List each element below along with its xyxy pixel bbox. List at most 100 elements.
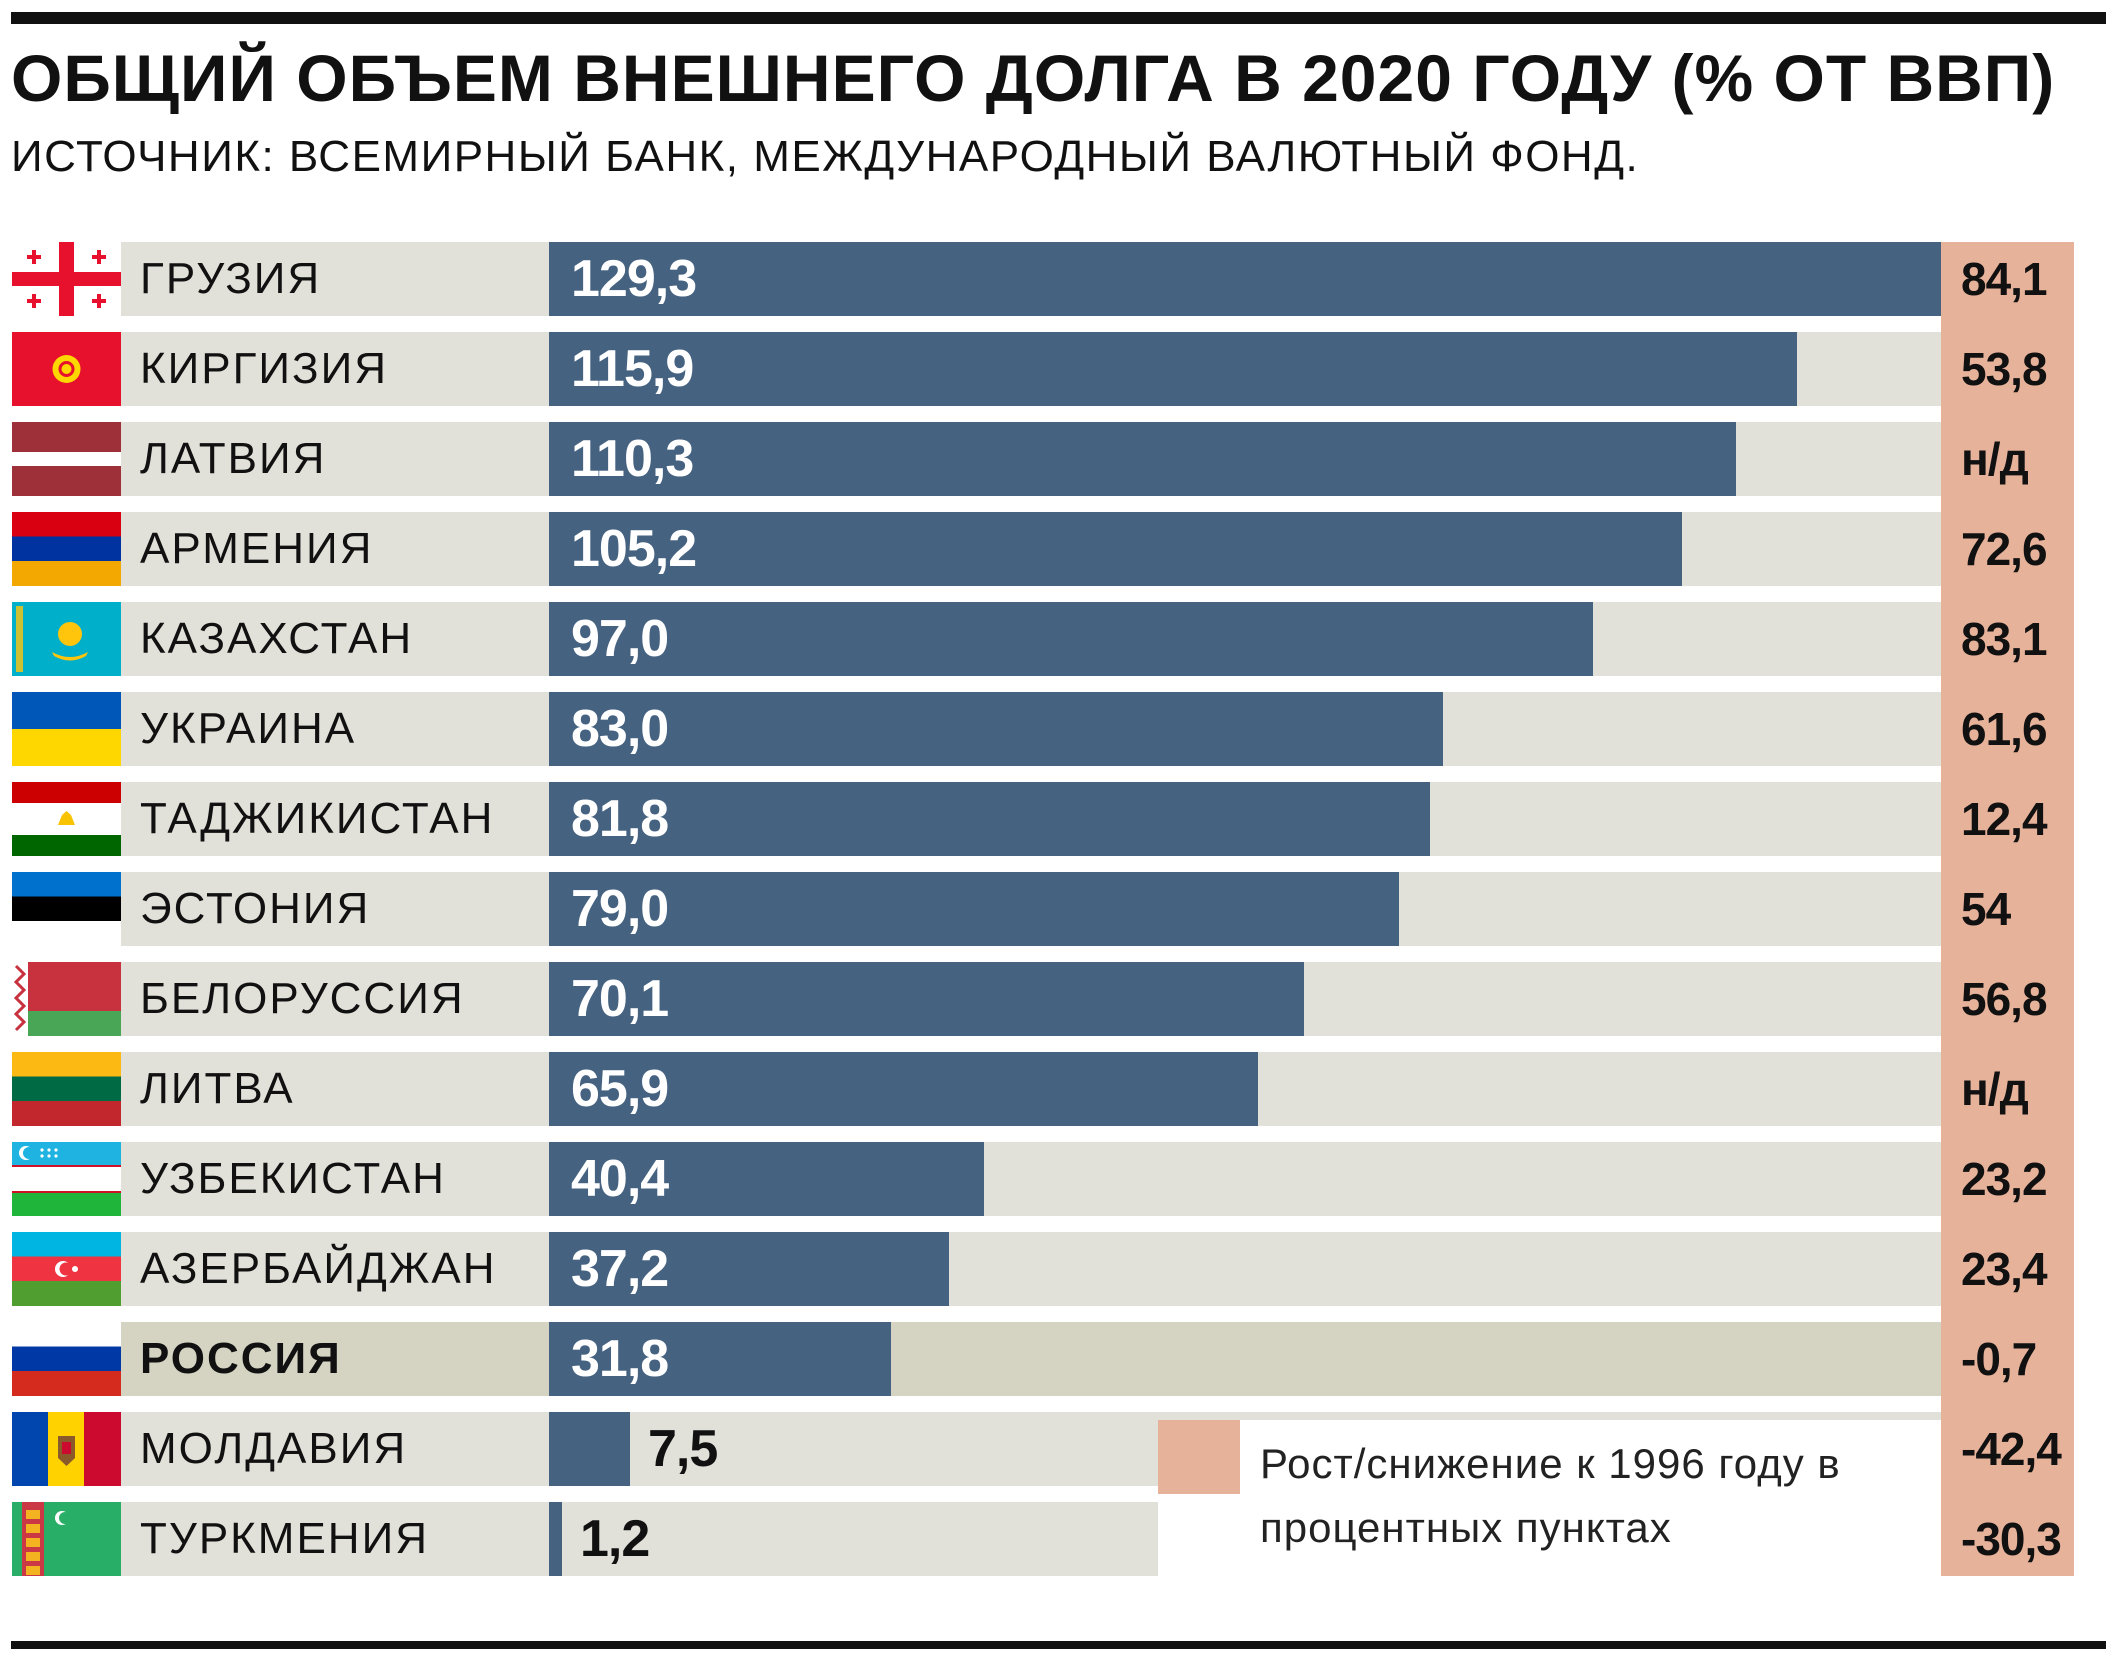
change-value-label: 12,4: [1961, 793, 2048, 845]
bar: [549, 422, 1736, 496]
country-label: АЗЕРБАЙДЖАН: [140, 1244, 497, 1293]
latvia-flag: [12, 422, 121, 496]
chart-row: ЭСТОНИЯ 79,0 54: [0, 872, 2118, 946]
bar-value-label: 105,2: [571, 520, 697, 578]
bar-value-label: 115,9: [571, 340, 694, 398]
country-label: ГРУЗИЯ: [140, 254, 322, 303]
country-label: ЛАТВИЯ: [140, 434, 327, 483]
country-label-background: [121, 1052, 549, 1126]
country-label-background: [121, 782, 549, 856]
bar: [549, 962, 1304, 1036]
chart-row: ТАДЖИКИСТАН 81,8 12,4: [0, 782, 2118, 856]
country-label-background: [121, 962, 549, 1036]
lithuania-flag: [12, 1052, 121, 1126]
country-label-background: [121, 1412, 549, 1486]
chart-row: РОССИЯ 31,8 -0,7: [0, 1322, 2118, 1396]
chart-row: БЕЛОРУССИЯ 70,1 56,8: [0, 962, 2118, 1036]
legend-text: Рост/снижение к 1996 году в процентных п…: [1260, 1440, 1841, 1551]
estonia-flag: [12, 872, 121, 946]
change-value-label: 84,1: [1961, 253, 2048, 305]
country-label: КАЗАХСТАН: [140, 614, 414, 663]
change-value-label: 72,6: [1961, 523, 2048, 575]
bar: [549, 1052, 1258, 1126]
change-value-label: н/д: [1961, 1063, 2029, 1115]
country-label: РОССИЯ: [140, 1334, 342, 1383]
change-value-label: 23,2: [1961, 1153, 2048, 1205]
country-label-background: [121, 242, 549, 316]
russia-flag: [12, 1322, 121, 1396]
change-value-label: 83,1: [1961, 613, 2048, 665]
country-label: УЗБЕКИСТАН: [140, 1154, 446, 1203]
country-label: ЭСТОНИЯ: [140, 884, 371, 933]
country-label-background: [121, 1322, 549, 1396]
bar-value-label: 31,8: [571, 1330, 669, 1388]
kazakhstan-flag: [12, 602, 121, 676]
bar-value-label: 70,1: [571, 970, 669, 1028]
country-label-background: [121, 872, 549, 946]
legend-area: [1158, 1420, 1941, 1642]
country-label: ЛИТВА: [140, 1064, 295, 1113]
change-column: [1941, 242, 2074, 1576]
bar: [549, 872, 1399, 946]
bar: [549, 242, 1941, 316]
azerbaijan-flag: [12, 1232, 121, 1306]
country-label-background: [121, 602, 549, 676]
country-label: БЕЛОРУССИЯ: [140, 974, 465, 1023]
country-label: ТУРКМЕНИЯ: [140, 1514, 429, 1563]
change-value-label: 56,8: [1961, 973, 2048, 1025]
country-label-background: [121, 1142, 549, 1216]
change-value-label: -30,3: [1961, 1513, 2062, 1565]
chart-row: АЗЕРБАЙДЖАН 37,2 23,4: [0, 1232, 2118, 1306]
chart-row: АРМЕНИЯ 105,2 72,6: [0, 512, 2118, 586]
country-label: КИРГИЗИЯ: [140, 344, 389, 393]
ukraine-flag: [12, 692, 121, 766]
uzbekistan-flag: [12, 1142, 121, 1216]
chart-row: КАЗАХСТАН 97,0 83,1: [0, 602, 2118, 676]
bar-value-label: 79,0: [571, 880, 669, 938]
country-label-background: [121, 1232, 549, 1306]
bar: [549, 782, 1430, 856]
chart-row: ЛАТВИЯ 110,3 н/д: [0, 422, 2118, 496]
change-value-label: 54: [1961, 883, 2011, 935]
country-label: АРМЕНИЯ: [140, 524, 374, 573]
top-rule: [11, 12, 2106, 24]
bar: [549, 332, 1797, 406]
bar: [549, 1322, 891, 1396]
armenia-flag: [12, 512, 121, 586]
chart-row: УКРАИНА 83,0 61,6: [0, 692, 2118, 766]
change-value-label: 23,4: [1961, 1243, 2048, 1295]
bar: [549, 692, 1443, 766]
bar: [549, 1232, 949, 1306]
bar-value-label: 81,8: [571, 790, 669, 848]
country-label-background: [121, 332, 549, 406]
bar-value-label: 83,0: [571, 700, 669, 758]
georgia-flag: [12, 242, 121, 316]
legend-swatch: [1158, 1420, 1240, 1494]
moldova-flag: [12, 1412, 121, 1486]
bar: [549, 602, 1593, 676]
country-label-background: [121, 692, 549, 766]
bar-value-label: 97,0: [571, 610, 669, 668]
bottom-rule: [11, 1641, 2106, 1649]
chart-row: ЛИТВА 65,9 н/д: [0, 1052, 2118, 1126]
bar: [549, 1412, 630, 1486]
change-value-label: -0,7: [1961, 1333, 2037, 1385]
chart-row: УЗБЕКИСТАН 40,4 23,2: [0, 1142, 2118, 1216]
country-label-background: [121, 1502, 549, 1576]
change-value-label: 53,8: [1961, 343, 2048, 395]
bar: [549, 1142, 984, 1216]
kyrgyzstan-flag: [12, 332, 121, 406]
change-value-label: 61,6: [1961, 703, 2048, 755]
bar-value-label: 1,2: [580, 1510, 650, 1568]
country-label-background: [121, 422, 549, 496]
chart-row: КИРГИЗИЯ 115,9 53,8: [0, 332, 2118, 406]
bar-value-label: 37,2: [571, 1240, 669, 1298]
tajikistan-flag: [12, 782, 121, 856]
bar-value-label: 7,5: [648, 1420, 718, 1478]
bar: [549, 1502, 562, 1576]
country-label: ТАДЖИКИСТАН: [140, 794, 495, 843]
country-label: УКРАИНА: [140, 704, 357, 753]
bar: [549, 512, 1682, 586]
chart-title: ОБЩИЙ ОБЪЕМ ВНЕШНЕГО ДОЛГА В 2020 ГОДУ (…: [11, 41, 2056, 115]
